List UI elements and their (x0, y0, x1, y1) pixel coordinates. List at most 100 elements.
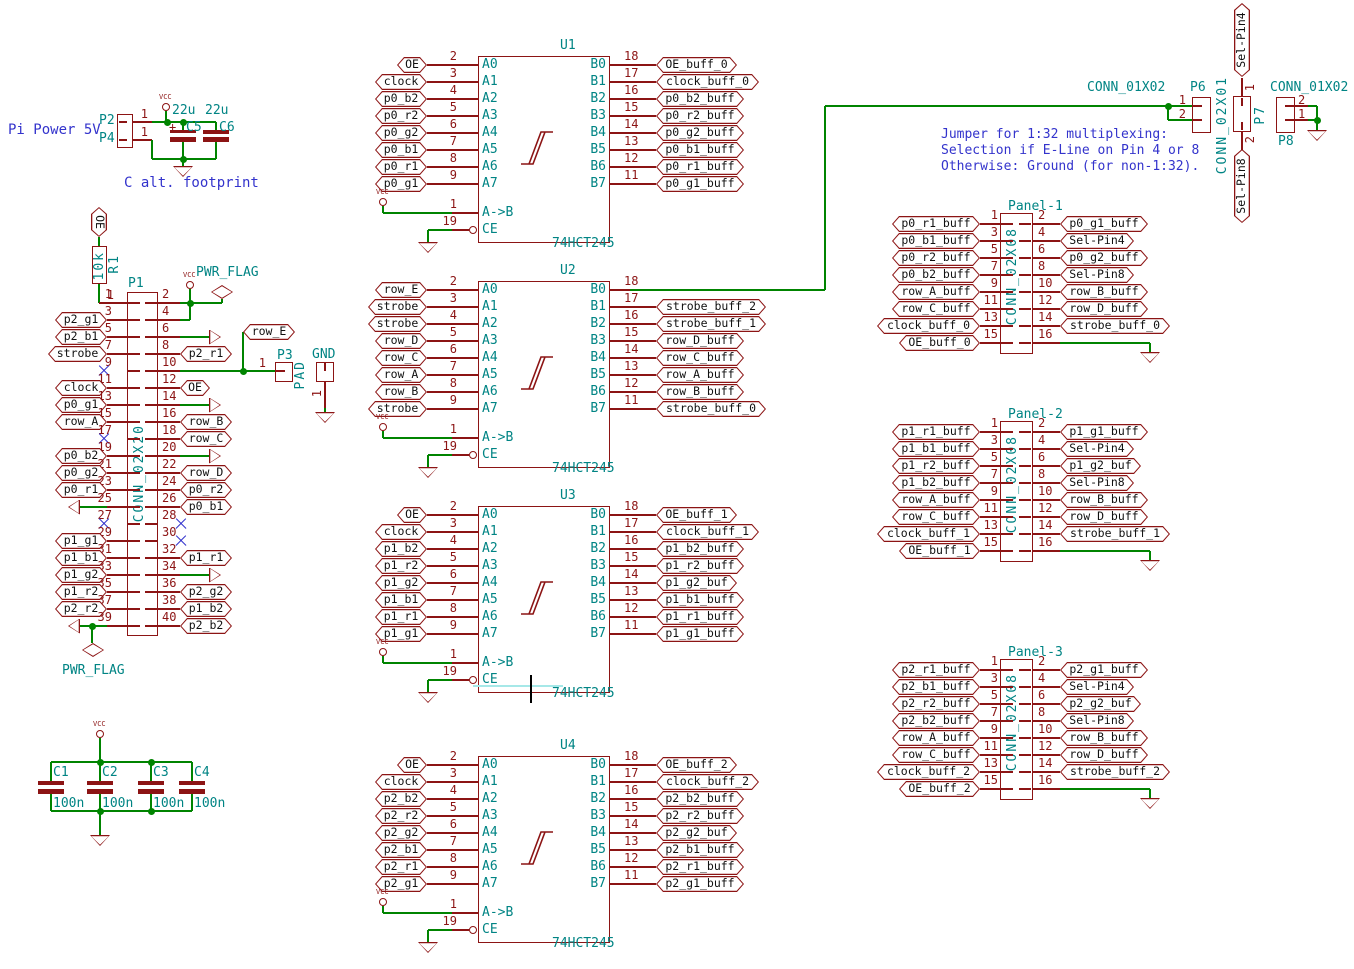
net-label-Sel-Pin4[interactable]: Sel-Pin4 (1234, 3, 1250, 77)
net-label-row_C_buff[interactable]: row_C_buff (892, 747, 980, 763)
net-label-p2_b2[interactable]: p2_b2 (375, 791, 427, 807)
net-label-row_B[interactable]: row_B (180, 414, 232, 430)
gnd-symbol[interactable] (90, 835, 110, 846)
net-label-p2_g1_buff[interactable]: p2_g1_buff (1060, 662, 1148, 678)
net-label-row_C_buff[interactable]: row_C_buff (892, 301, 980, 317)
net-label-p1_g1_buff[interactable]: p1_g1_buff (656, 626, 744, 642)
net-label-p0_r2_buff[interactable]: p0_r2_buff (892, 250, 980, 266)
vcc-symbol[interactable] (96, 730, 104, 738)
net-label-p2_b1_buff[interactable]: p2_b1_buff (656, 842, 744, 858)
net-label-row_D_buff[interactable]: row_D_buff (1060, 747, 1148, 763)
net-label-p0_b1_buff[interactable]: p0_b1_buff (892, 233, 980, 249)
net-label-OE[interactable]: OE (91, 207, 107, 237)
net-label-OE_buff_1[interactable]: OE_buff_1 (656, 507, 737, 523)
net-label-strobe_buff_2[interactable]: strobe_buff_2 (1060, 764, 1170, 780)
gnd-symbol[interactable] (418, 942, 438, 953)
net-label-p2_g2[interactable]: p2_g2 (180, 584, 232, 600)
net-label-p1_r1_buff[interactable]: p1_r1_buff (656, 609, 744, 625)
net-label-p1_g2_buf[interactable]: p1_g2_buf (1060, 458, 1141, 474)
net-label-p1_r2[interactable]: p1_r2 (375, 558, 427, 574)
capacitor-plate[interactable] (87, 789, 113, 794)
net-label-strobe[interactable]: strobe (368, 316, 427, 332)
net-label-p0_r2[interactable]: p0_r2 (375, 108, 427, 124)
capacitor-c5-plate[interactable] (170, 130, 196, 133)
net-label-p0_b1_buff[interactable]: p0_b1_buff (656, 142, 744, 158)
net-label-p0_r1_buff[interactable]: p0_r1_buff (656, 159, 744, 175)
net-label-p1_g1[interactable]: p1_g1 (375, 626, 427, 642)
net-label-row_A[interactable]: row_A (55, 414, 107, 430)
vcc-symbol[interactable] (379, 198, 387, 206)
net-label-p1_r1[interactable]: p1_r1 (180, 550, 232, 566)
gnd-symbol[interactable] (1140, 352, 1160, 363)
gnd-symbol[interactable] (1140, 560, 1160, 571)
net-label-p0_r1[interactable]: p0_r1 (55, 482, 107, 498)
ic-body-U1[interactable] (478, 56, 610, 243)
net-label-p1_b1_buff[interactable]: p1_b1_buff (656, 592, 744, 608)
arrow-label[interactable] (209, 448, 221, 464)
net-label-strobe_buff_0[interactable]: strobe_buff_0 (1060, 318, 1170, 334)
connector-body-p7[interactable] (1233, 96, 1251, 132)
net-label-OE[interactable]: OE (180, 380, 210, 396)
capacitor-c6-plate[interactable] (203, 130, 229, 134)
net-label-strobe_buff_1[interactable]: strobe_buff_1 (656, 316, 766, 332)
net-label-OE_buff_2[interactable]: OE_buff_2 (656, 757, 737, 773)
net-label-p1_g2[interactable]: p1_g2 (375, 575, 427, 591)
net-label-p2_r1[interactable]: p2_r1 (180, 346, 232, 362)
net-label-clock_buff_1[interactable]: clock_buff_1 (656, 524, 759, 540)
net-label-p2_b2_buff[interactable]: p2_b2_buff (892, 713, 980, 729)
net-label-OE_buff_0[interactable]: OE_buff_0 (899, 335, 980, 351)
ic-body-U3[interactable] (478, 506, 610, 693)
net-label-clock_buff_0[interactable]: clock_buff_0 (877, 318, 980, 334)
capacitor-plate[interactable] (179, 789, 205, 794)
net-label-p0_b2[interactable]: p0_b2 (375, 91, 427, 107)
net-label-p2_r2_buff[interactable]: p2_r2_buff (892, 696, 980, 712)
pad-gnd[interactable] (316, 362, 334, 382)
net-label-p2_g1[interactable]: p2_g1 (375, 876, 427, 892)
net-label-p1_b2[interactable]: p1_b2 (180, 601, 232, 617)
gnd-symbol[interactable] (418, 242, 438, 253)
net-label-p1_r2[interactable]: p1_r2 (55, 584, 107, 600)
net-label-p2_r2_buff[interactable]: p2_r2_buff (656, 808, 744, 824)
connector-body-Panel-3[interactable] (1000, 659, 1033, 800)
net-label-p1_r1[interactable]: p1_r1 (375, 609, 427, 625)
net-label-strobe_buff_2[interactable]: strobe_buff_2 (656, 299, 766, 315)
net-label-row_B[interactable]: row_B (375, 384, 427, 400)
net-label-p1_g1[interactable]: p1_g1 (55, 533, 107, 549)
net-label-p0_g1[interactable]: p0_g1 (55, 397, 107, 413)
net-label-p0_r2_buff[interactable]: p0_r2_buff (656, 108, 744, 124)
net-label-p2_g1[interactable]: p2_g1 (55, 312, 107, 328)
connector-body-Panel-2[interactable] (1000, 421, 1033, 562)
net-label-clock_buff_2[interactable]: clock_buff_2 (656, 774, 759, 790)
net-label-row_B_buff[interactable]: row_B_buff (656, 384, 744, 400)
vcc-symbol[interactable] (379, 898, 387, 906)
capacitor-plate[interactable] (87, 781, 113, 785)
net-label-p2_g2_buf[interactable]: p2_g2_buf (656, 825, 737, 841)
net-label-row_C_buff[interactable]: row_C_buff (656, 350, 744, 366)
ic-body-U2[interactable] (478, 281, 610, 468)
gnd-symbol[interactable] (315, 412, 335, 423)
net-label-p1_b2_buff[interactable]: p1_b2_buff (892, 475, 980, 491)
gnd-symbol[interactable] (418, 692, 438, 703)
net-label-p1_r2_buff[interactable]: p1_r2_buff (892, 458, 980, 474)
net-label-p0_g2[interactable]: p0_g2 (55, 465, 107, 481)
net-label-clock[interactable]: clock (375, 74, 427, 90)
net-label-p0_g1_buff[interactable]: p0_g1_buff (656, 176, 744, 192)
net-label-Sel-Pin4[interactable]: Sel-Pin4 (1060, 441, 1134, 457)
net-label-p2_r2[interactable]: p2_r2 (55, 601, 107, 617)
net-label-p2_r1[interactable]: p2_r1 (375, 859, 427, 875)
net-label-row_D[interactable]: row_D (180, 465, 232, 481)
net-label-Sel-Pin8[interactable]: Sel-Pin8 (1060, 267, 1134, 283)
net-label-row_A[interactable]: row_A (375, 367, 427, 383)
capacitor-c6-plate[interactable] (203, 137, 229, 142)
net-label-p2_b1[interactable]: p2_b1 (375, 842, 427, 858)
net-label-row_D_buff[interactable]: row_D_buff (1060, 509, 1148, 525)
net-label-p2_b1[interactable]: p2_b1 (55, 329, 107, 345)
net-label-strobe[interactable]: strobe (368, 401, 427, 417)
net-label-p2_r1_buff[interactable]: p2_r1_buff (892, 662, 980, 678)
net-label-p0_g2_buff[interactable]: p0_g2_buff (656, 125, 744, 141)
net-label-row_E[interactable]: row_E (243, 324, 295, 340)
net-label-p2_b1_buff[interactable]: p2_b1_buff (892, 679, 980, 695)
net-label-OE_buff_1[interactable]: OE_buff_1 (899, 543, 980, 559)
net-label-row_B_buff[interactable]: row_B_buff (1060, 492, 1148, 508)
capacitor-plate[interactable] (38, 781, 64, 785)
